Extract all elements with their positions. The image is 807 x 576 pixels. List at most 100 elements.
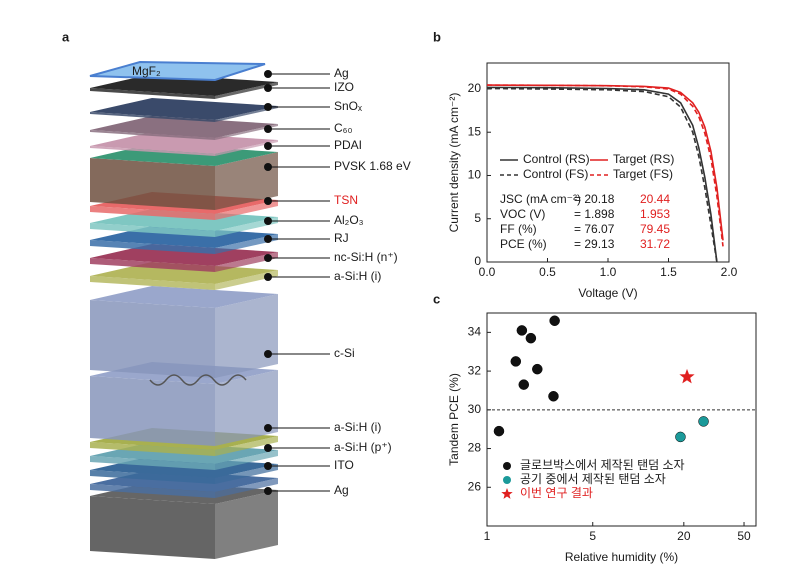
layer-top [90, 116, 278, 138]
leader-dot [264, 444, 272, 452]
layer-label: a-Si:H (i) [334, 420, 381, 434]
star-point [679, 368, 695, 384]
y-tick-label: 15 [468, 124, 482, 138]
jv-curve [487, 84, 724, 241]
layer-label: Al₂O₃ [334, 213, 364, 227]
layer-side [90, 240, 215, 254]
table-cell: = 76.07 [574, 222, 615, 236]
y-tick-label: 30 [468, 402, 482, 416]
legend-label: Target (FS) [613, 167, 673, 181]
layer-side [215, 106, 278, 122]
layer-side [215, 478, 278, 498]
plot-frame [486, 312, 757, 527]
layer-side [90, 206, 215, 220]
layer-side [215, 234, 278, 254]
scatter-point [548, 391, 559, 402]
leader-dot [264, 84, 272, 92]
y-tick-label: 0 [474, 254, 481, 268]
leader-dot [264, 235, 272, 243]
panel-label: b [433, 29, 441, 44]
layer-side [215, 294, 278, 378]
layer-side [90, 276, 215, 290]
x-tick-label: 2.0 [721, 265, 738, 279]
y-tick-label: 26 [468, 479, 482, 493]
y-axis-title: Tandem PCE (%) [447, 373, 461, 466]
jv-curve [487, 84, 724, 247]
legend-label: 이번 연구 결과 [520, 486, 593, 500]
table-cell: = 1.898 [574, 207, 615, 221]
layer-label: Ag [334, 483, 349, 497]
layer-label: SnOₓ [334, 99, 362, 113]
legend-label: Target (RS) [613, 152, 674, 166]
layer-side [90, 442, 215, 456]
scatter-point [518, 379, 530, 390]
layer-side [215, 450, 278, 470]
layer-label: PDAI [334, 138, 362, 152]
layer-side [90, 146, 215, 156]
layer-label: IZO [334, 80, 354, 94]
table-cell: 20.44 [640, 192, 670, 206]
scatter-point [532, 363, 543, 375]
x-tick-label: 1.5 [660, 265, 677, 279]
x-tick-label: 1 [484, 529, 491, 543]
layer-side [215, 490, 278, 559]
layer-side [215, 82, 278, 99]
scatter-point [675, 431, 686, 443]
mgf2-layer [89, 60, 266, 82]
x-tick-label: 0.0 [479, 265, 496, 279]
scatter-point [698, 416, 709, 427]
y-tick-label: 5 [474, 211, 481, 225]
layer-top [90, 74, 278, 96]
leader-dot [264, 217, 272, 225]
legend-label: 공기 중에서 제작된 탠덤 소자 [520, 472, 666, 486]
leader-dot [264, 163, 272, 171]
layer-side [90, 456, 215, 470]
layer-label: nc-Si:H (n⁺) [334, 250, 398, 264]
scatter-point [525, 332, 537, 344]
x-tick-label: 0.5 [539, 265, 556, 279]
layer-side [215, 464, 278, 484]
y-tick-label: 28 [468, 441, 482, 455]
table-cell: 79.45 [640, 222, 670, 236]
y-tick-label: 20 [468, 81, 482, 95]
layer-side [215, 152, 278, 210]
table-cell: = 20.18 [574, 192, 615, 206]
layer-side [215, 270, 278, 290]
panel-label: c [433, 291, 440, 306]
layer-side [90, 88, 215, 99]
scatter-point [516, 325, 528, 336]
jv-curve [487, 86, 718, 262]
layer-side [215, 252, 278, 272]
layer-side [90, 112, 215, 122]
legend-marker [501, 488, 513, 499]
leader-dot [264, 487, 272, 495]
legend-label: Control (FS) [523, 167, 588, 181]
layer-label: PVSK 1.68 eV [334, 159, 411, 173]
leader-dot [264, 273, 272, 281]
layer-side [90, 258, 215, 272]
table-cell: FF (%) [500, 222, 537, 236]
legend-marker [503, 462, 511, 470]
x-tick-label: 20 [677, 529, 691, 543]
table-cell: 31.72 [640, 237, 670, 251]
layer-side [215, 436, 278, 456]
jv-curve [487, 87, 718, 262]
scatter-point [493, 425, 505, 437]
table-cell: VOC (V) [500, 207, 545, 221]
leader-dot [264, 142, 272, 150]
layer-label: c-Si [334, 346, 355, 360]
leader-dot [264, 350, 272, 358]
leader-dot [264, 424, 272, 432]
layer-top [90, 132, 278, 154]
legend-label: Control (RS) [523, 152, 590, 166]
layer-side [215, 370, 278, 446]
layer-top [90, 98, 278, 120]
layer-label: ITO [334, 458, 354, 472]
legend-label: 글로브박스에서 제작된 탠덤 소자 [520, 458, 685, 472]
scatter-point [549, 315, 560, 326]
substrate-label: MgF₂ [132, 64, 161, 78]
layer-side [90, 130, 215, 140]
y-tick-label: 10 [468, 168, 482, 182]
x-tick-label: 1.0 [600, 265, 617, 279]
